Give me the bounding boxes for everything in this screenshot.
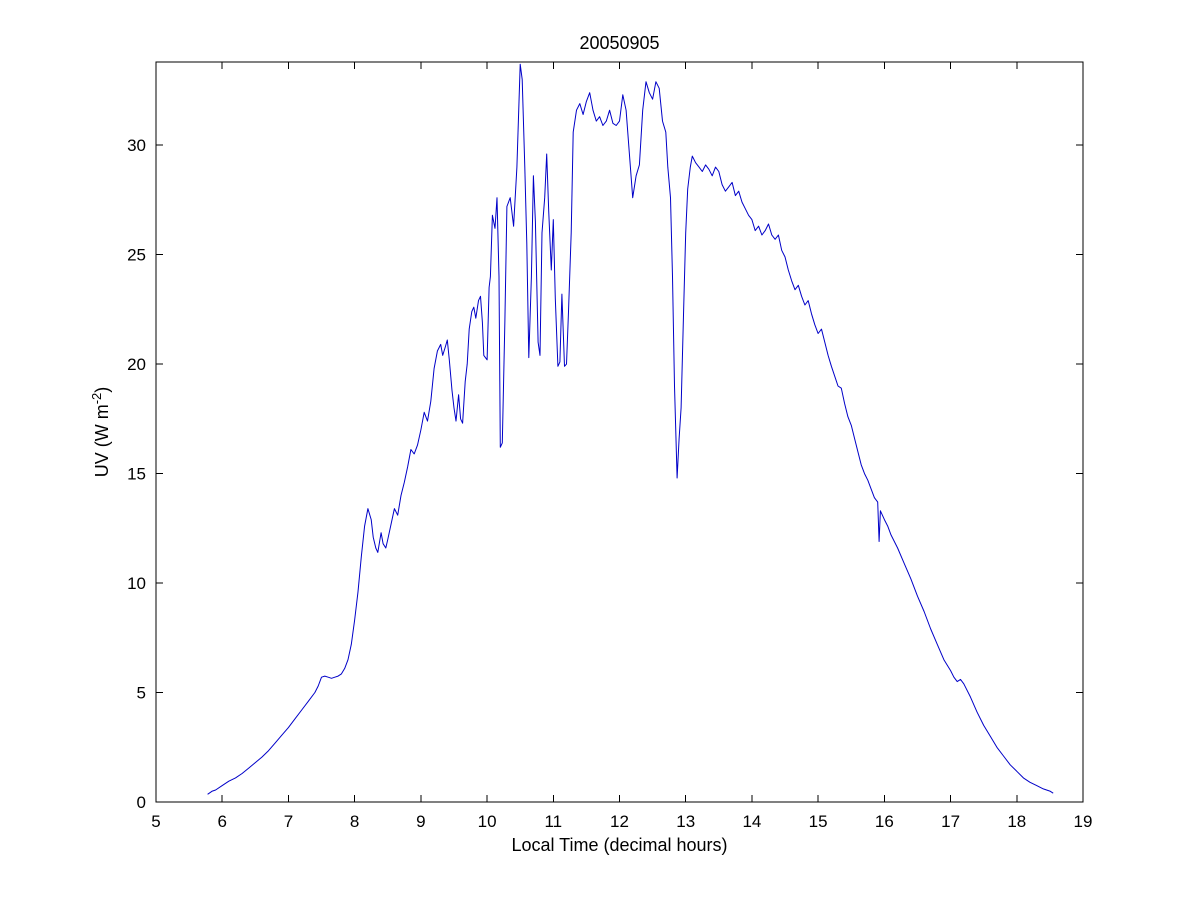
x-tick-label: 13 xyxy=(676,812,695,831)
y-axis-label-prefix: UV (W m xyxy=(92,404,112,478)
chart-title: 20050905 xyxy=(579,33,660,53)
y-axis-label: UV (W m-2) xyxy=(89,387,113,478)
uv-series-line xyxy=(207,63,1054,795)
y-tick-label: 5 xyxy=(137,684,146,703)
y-axis-label-suffix: ) xyxy=(92,386,112,393)
y-tick-label: 30 xyxy=(127,136,146,155)
y-tick-label: 15 xyxy=(127,465,146,484)
x-tick-label: 10 xyxy=(478,812,497,831)
x-tick-label: 7 xyxy=(284,812,293,831)
x-tick-label: 17 xyxy=(941,812,960,831)
x-tick-label: 19 xyxy=(1074,812,1093,831)
x-tick-label: 14 xyxy=(742,812,761,831)
x-tick-label: 16 xyxy=(875,812,894,831)
x-tick-label: 8 xyxy=(350,812,359,831)
x-tick-label: 18 xyxy=(1007,812,1026,831)
y-tick-label: 20 xyxy=(127,355,146,374)
y-axis-label-exponent: -2 xyxy=(89,392,104,405)
y-tick-label: 10 xyxy=(127,574,146,593)
x-tick-label: 5 xyxy=(151,812,160,831)
x-axis-label: Local Time (decimal hours) xyxy=(511,835,728,855)
x-tick-label: 11 xyxy=(544,812,562,831)
x-tick-label: 12 xyxy=(610,812,629,831)
y-tick-label: 0 xyxy=(137,793,146,812)
y-tick-label: 25 xyxy=(127,246,146,265)
x-tick-label: 6 xyxy=(217,812,226,831)
x-tick-label: 9 xyxy=(416,812,425,831)
axes-box xyxy=(155,61,1084,803)
x-tick-label: 15 xyxy=(809,812,828,831)
